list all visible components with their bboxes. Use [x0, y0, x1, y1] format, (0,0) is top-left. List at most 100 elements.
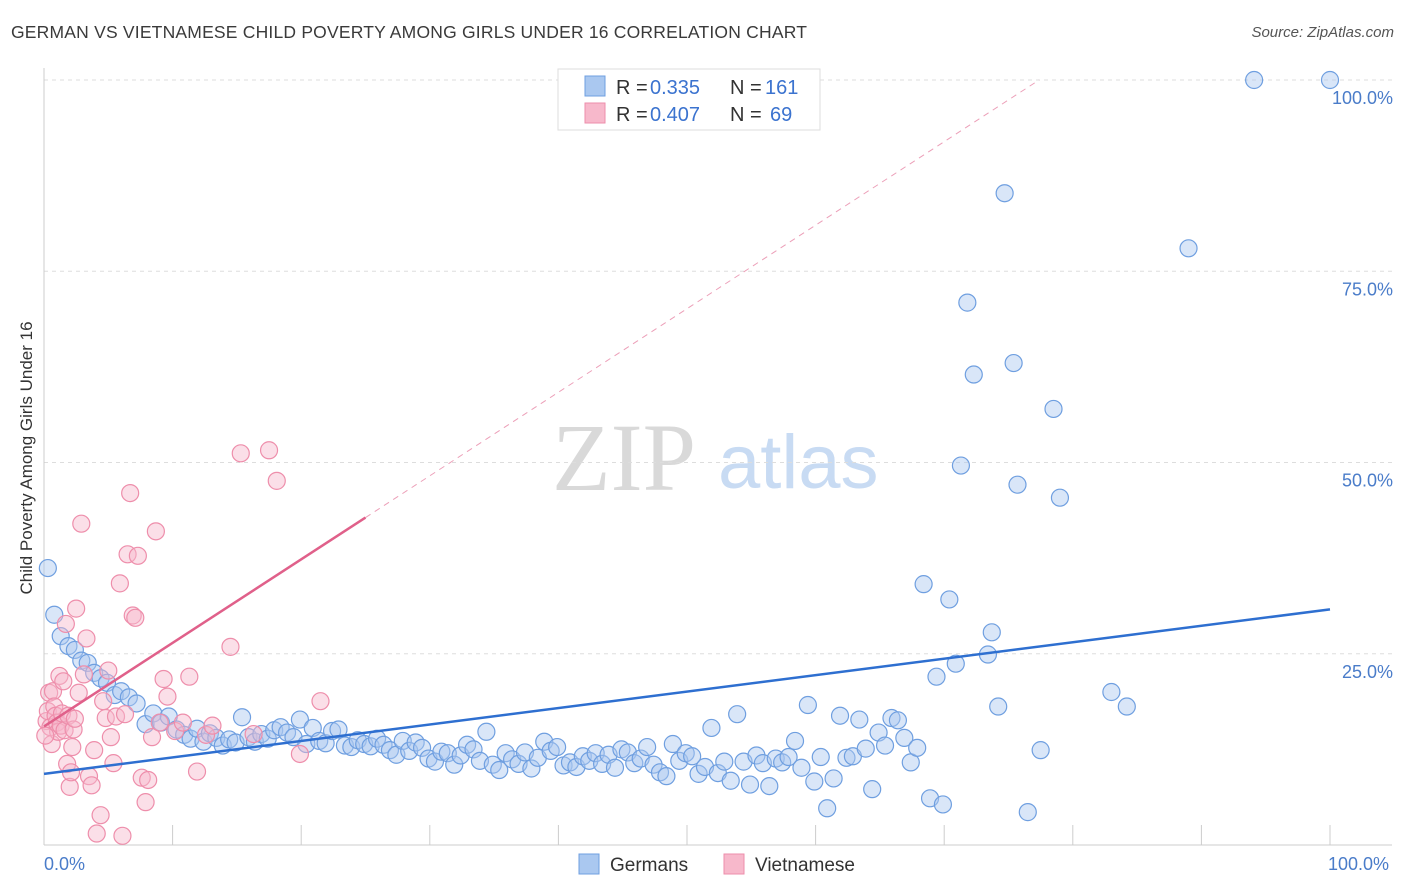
vietnamese-point — [126, 608, 145, 627]
germans-point — [689, 764, 708, 783]
y-tick-label: 75.0% — [1342, 279, 1393, 299]
germans-point — [702, 718, 721, 738]
germans-point — [837, 748, 856, 767]
germans-point — [1245, 70, 1264, 90]
germans-point — [946, 654, 965, 673]
germans-point — [1004, 353, 1023, 373]
x-tick-marks — [43, 825, 1331, 845]
vietnamese-point — [54, 672, 73, 691]
y-axis-label: Child Poverty Among Girls Under 16 — [17, 321, 36, 594]
germans-point — [663, 734, 682, 754]
vietnamese-point — [77, 629, 96, 648]
y-tick-label: 25.0% — [1342, 662, 1393, 682]
chart-title: GERMAN VS VIETNAMESE CHILD POVERTY AMONG… — [11, 22, 808, 42]
vietnamese-point — [123, 606, 142, 625]
germans-point — [1031, 741, 1050, 760]
legend-germans-r-value: 0.335 — [650, 77, 700, 99]
germans-point — [657, 767, 676, 786]
vietnamese-point — [82, 776, 101, 795]
legend-vietnamese-r-value: 0.407 — [650, 104, 700, 126]
legend-swatch-vietnamese — [584, 102, 606, 124]
germans-point — [1044, 399, 1063, 419]
germans-point — [995, 184, 1014, 203]
trend-line-germans — [43, 608, 1331, 776]
gridlines — [44, 79, 1392, 655]
germans-point — [277, 723, 297, 742]
vietnamese-point — [139, 770, 158, 790]
germans-point — [982, 623, 1001, 642]
germans-point — [290, 710, 310, 729]
germans-point — [522, 759, 541, 778]
x-tick-label-min: 0.0% — [44, 854, 85, 874]
x-tick-label-max: 100.0% — [1328, 854, 1389, 874]
bottom-legend-label-germans: Germans — [610, 855, 688, 876]
series-vietnamese — [36, 441, 330, 845]
germans-point — [329, 720, 348, 739]
vietnamese-point — [85, 741, 104, 760]
vietnamese-point — [311, 692, 330, 711]
germans-point — [605, 758, 625, 777]
vietnamese-point — [58, 754, 77, 774]
legend-vietnamese-n-label: N = — [730, 104, 762, 126]
legend-germans-n-value: 161 — [765, 77, 798, 99]
germans-point — [477, 722, 496, 741]
vietnamese-point — [196, 725, 216, 744]
vietnamese-point — [69, 683, 88, 702]
vietnamese-point — [154, 669, 173, 689]
vietnamese-point — [158, 687, 177, 706]
vietnamese-point — [94, 692, 113, 711]
germans-point — [908, 738, 927, 757]
trend-line-vietnamese — [43, 516, 367, 728]
vietnamese-point — [146, 522, 165, 541]
trend-lines — [43, 79, 1331, 776]
legend-box: R = 0.335 N = 161 R = 0.407 N = 69 — [557, 68, 821, 131]
vietnamese-point — [110, 574, 129, 593]
germans-point — [798, 695, 817, 715]
germans-point — [811, 747, 830, 767]
germans-point — [895, 728, 914, 748]
germans-point — [232, 708, 252, 727]
germans-point — [940, 590, 959, 609]
germans-point — [683, 747, 702, 766]
germans-point — [1008, 475, 1027, 494]
germans-point — [457, 735, 477, 754]
germans-point — [432, 742, 451, 761]
germans-point — [144, 704, 163, 723]
vietnamese-point — [121, 484, 140, 503]
germans-point — [38, 558, 57, 578]
vietnamese-point — [203, 716, 222, 735]
vietnamese-point — [36, 726, 55, 745]
germans-point — [638, 737, 657, 757]
y-tick-label: 50.0% — [1342, 471, 1393, 491]
trend-line-vietnamese-extension — [365, 79, 1040, 518]
vietnamese-point — [259, 441, 279, 460]
germans-point — [914, 575, 933, 594]
vietnamese-point — [56, 614, 75, 634]
germans-point — [445, 755, 464, 774]
chart-source: Source: ZipAtlas.com — [1251, 24, 1394, 41]
bottom-legend-swatch-vietnamese — [723, 853, 745, 875]
germans-point — [818, 799, 837, 818]
vietnamese-point — [67, 599, 86, 618]
vietnamese-point — [128, 546, 147, 565]
germans-point — [721, 771, 740, 790]
germans-point — [464, 740, 483, 759]
y-tick-labels: 25.0% 50.0% 75.0% 100.0% — [1332, 88, 1393, 682]
germans-point — [548, 737, 567, 757]
vietnamese-point — [187, 762, 207, 781]
legend-vietnamese-r-label: R = — [616, 104, 648, 126]
germans-point — [792, 758, 811, 777]
germans-point — [760, 776, 779, 796]
vietnamese-point — [231, 444, 250, 463]
watermark: ZIP atlas — [552, 404, 879, 511]
vietnamese-point — [142, 728, 162, 747]
vietnamese-point — [74, 665, 93, 684]
vietnamese-point — [150, 713, 169, 732]
germans-point — [740, 775, 760, 794]
legend-germans-n-label: N = — [730, 77, 762, 99]
germans-point — [850, 710, 869, 729]
germans-point — [412, 738, 432, 757]
watermark-zip: ZIP — [552, 404, 696, 511]
vietnamese-point — [180, 667, 199, 686]
